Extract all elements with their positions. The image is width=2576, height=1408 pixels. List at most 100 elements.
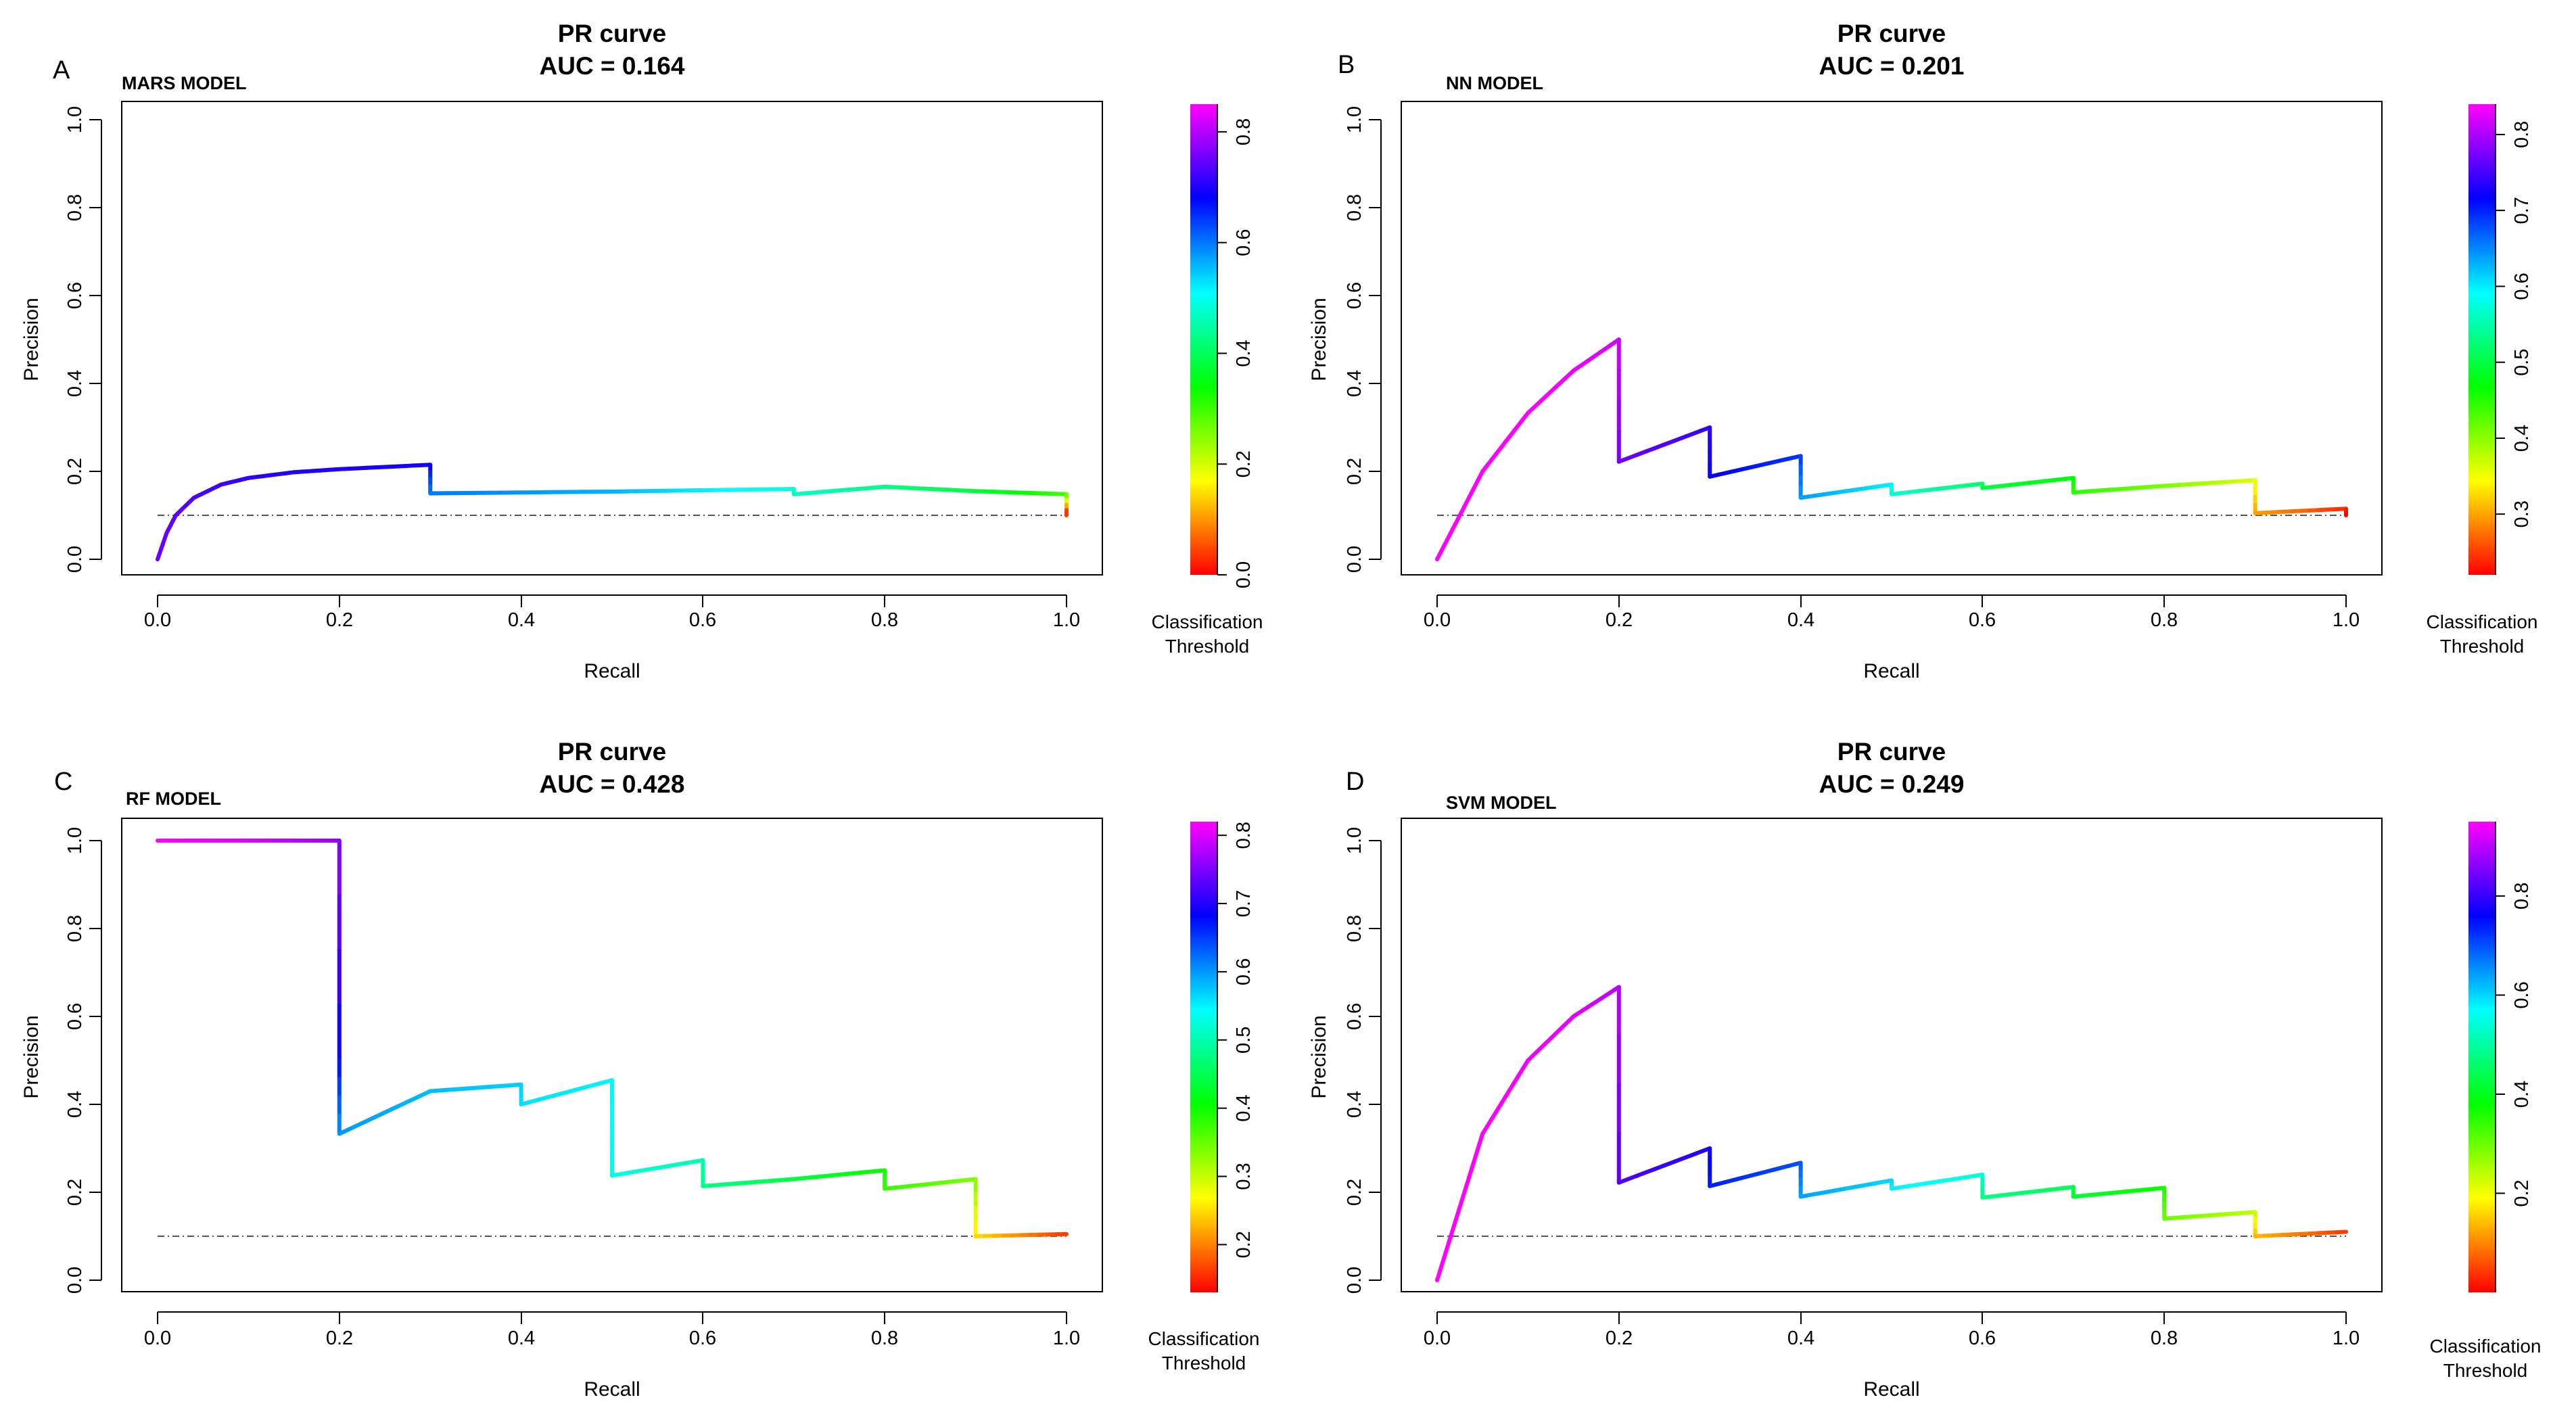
y-tick-label-a-1: 0.2 (64, 458, 86, 485)
y-tick-label-c-3: 0.6 (64, 1003, 86, 1030)
panel-a: A MARS MODEL PR curve AUC = 0.164 0.0 0.… (20, 20, 1263, 682)
pr-curve-segment (1435, 1263, 1444, 1282)
y-tick-label-a-4: 0.8 (64, 194, 86, 221)
colorbar-tick-label: 0.7 (1233, 890, 1255, 917)
x-axis-title-a: Recall (584, 660, 640, 682)
colorbar-tick-label: 0.6 (2511, 273, 2533, 300)
colorbar-tick-label: 0.8 (2511, 883, 2533, 910)
colorbar-c: 0.2 0.3 0.4 0.5 0.6 0.7 0.8 Classification Thr… (1148, 822, 1260, 1374)
colorbar-gradient-c (1190, 822, 1217, 1292)
x-tick-label-b-3: 0.6 (1969, 609, 1996, 631)
x-axis-title-c: Recall (584, 1378, 640, 1401)
x-tick-label-d-0: 0.0 (1424, 1328, 1451, 1349)
y-axis-title-d: Precision (1308, 1015, 1330, 1098)
colorbar-d: 0.2 0.4 0.6 0.8 Classification Threshold (2430, 822, 2541, 1381)
colorbar-tick-label: 0.8 (1233, 822, 1255, 849)
x-tick-label-c-5: 1.0 (1053, 1328, 1080, 1349)
panel-c: C RF MODEL PR curve AUC = 0.428 0.0 0.2 … (20, 738, 1259, 1401)
x-tick-label-c-0: 0.0 (144, 1328, 171, 1349)
x-tick-label-c-2: 0.4 (508, 1328, 535, 1349)
curve-c (156, 839, 1069, 1238)
y-tick-label-b-1: 0.2 (1344, 458, 1365, 485)
colorbar-tick-label: 0.2 (1233, 450, 1255, 477)
y-tick-label-b-0: 0.0 (1344, 546, 1365, 573)
plot-frame-a (121, 101, 1103, 576)
y-axis-title-c: Precision (20, 1015, 43, 1098)
y-axis-d: 0.0 0.2 0.4 0.6 0.8 1.0 Precision (1308, 827, 1382, 1294)
x-tick-label-d-2: 0.4 (1787, 1328, 1814, 1349)
y-tick-label-a-5: 1.0 (64, 106, 86, 133)
pr-curve-segment (1453, 1204, 1462, 1224)
y-tick-label-b-3: 0.6 (1344, 282, 1365, 309)
colorbar-title-b-line2: Threshold (2440, 636, 2525, 657)
pr-curve-segment (1444, 1234, 1453, 1253)
colorbar-tick-label: 0.8 (1233, 118, 1255, 145)
pr-curve-segment (1471, 1146, 1480, 1165)
curve-a (156, 463, 1069, 561)
colorbar-a: 0.0 0.2 0.4 0.6 0.8 Classification Threshold (1152, 104, 1263, 657)
colorbar-tick-label: 0.4 (2511, 1081, 2533, 1108)
x-tick-label-a-3: 0.6 (689, 609, 716, 631)
chart-title-b: PR curve (1837, 20, 1946, 47)
colorbar-gradient-d (2468, 822, 2496, 1292)
pr-curve-segment (1476, 1131, 1485, 1151)
pr-curve-segment (1467, 1160, 1476, 1180)
colorbar-tick-label: 0.6 (1233, 229, 1255, 256)
colorbar-title-d-line2: Threshold (2443, 1360, 2528, 1381)
y-tick-label-c-1: 0.2 (64, 1179, 86, 1206)
y-tick-label-c-4: 0.8 (64, 915, 86, 942)
x-tick-label-b-2: 0.4 (1787, 609, 1814, 631)
panel-letter-c: C (54, 768, 72, 796)
colorbar-title-c-line1: Classification (1148, 1328, 1260, 1349)
colorbar-tick-label: 0.5 (2511, 349, 2533, 376)
x-tick-label-c-3: 0.6 (689, 1328, 716, 1349)
panel-letter-d: D (1346, 768, 1364, 796)
x-tick-label-c-1: 0.2 (326, 1328, 353, 1349)
curve-d (1435, 985, 2348, 1282)
x-axis-c: 0.0 0.2 0.4 0.6 0.8 1.0 Recall (144, 1311, 1080, 1401)
x-tick-label-b-5: 1.0 (2333, 609, 2360, 631)
x-axis-title-d: Recall (1863, 1378, 1919, 1401)
x-axis-d: 0.0 0.2 0.4 0.6 0.8 1.0 Recall (1424, 1311, 2360, 1401)
x-tick-label-a-0: 0.0 (144, 609, 171, 631)
y-tick-label-c-5: 1.0 (64, 827, 86, 854)
chart-title-a: PR curve (558, 20, 666, 47)
pr-curve-segment (1449, 1219, 1457, 1239)
colorbar-gradient-a (1190, 104, 1217, 575)
y-tick-label-c-0: 0.0 (64, 1267, 86, 1294)
chart-subtitle-d: AUC = 0.249 (1819, 770, 1965, 798)
x-tick-label-a-2: 0.4 (508, 609, 535, 631)
colorbar-tick-label: 0.3 (1233, 1163, 1255, 1190)
panel-b: B NN MODEL PR curve AUC = 0.201 0.0 0.2 … (1308, 20, 2537, 682)
y-tick-label-a-0: 0.0 (64, 546, 86, 573)
y-tick-label-d-1: 0.2 (1344, 1179, 1365, 1206)
colorbar-tick-label: 0.2 (2511, 1179, 2533, 1206)
y-tick-label-b-2: 0.4 (1344, 370, 1365, 397)
colorbar-title-a-line1: Classification (1152, 611, 1263, 632)
y-tick-label-d-3: 0.6 (1344, 1003, 1365, 1030)
pr-curve-segment (1457, 1190, 1467, 1209)
y-tick-label-d-0: 0.0 (1344, 1267, 1365, 1294)
colorbar-tick-label: 0.0 (1233, 561, 1255, 588)
y-tick-label-a-3: 0.6 (64, 282, 86, 309)
y-axis-title-a: Precision (20, 298, 43, 381)
x-tick-label-b-0: 0.0 (1424, 609, 1451, 631)
colorbar-tick-label: 0.3 (2511, 500, 2533, 527)
colorbar-tick-label: 0.8 (2511, 121, 2533, 148)
y-tick-label-d-5: 1.0 (1344, 827, 1365, 854)
colorbar-tick-label: 0.7 (2511, 197, 2533, 224)
y-axis-b: 0.0 0.2 0.4 0.6 0.8 1.0 Precision (1308, 106, 1382, 573)
colorbar-title-b-line1: Classification (2427, 611, 2538, 632)
model-label-rf: RF MODEL (126, 789, 221, 809)
x-tick-label-a-5: 1.0 (1053, 609, 1080, 631)
chart-title-d: PR curve (1837, 738, 1946, 766)
chart-title-c: PR curve (558, 738, 666, 766)
chart-subtitle-a: AUC = 0.164 (540, 52, 685, 80)
curve-b (1435, 337, 2348, 561)
colorbar-tick-label: 0.2 (1233, 1231, 1255, 1258)
colorbar-tick-label: 0.6 (2511, 981, 2533, 1008)
chart-subtitle-b: AUC = 0.201 (1819, 52, 1965, 80)
pr-curve-segment (1462, 1175, 1472, 1195)
colorbar-tick-label: 0.5 (1233, 1027, 1255, 1054)
